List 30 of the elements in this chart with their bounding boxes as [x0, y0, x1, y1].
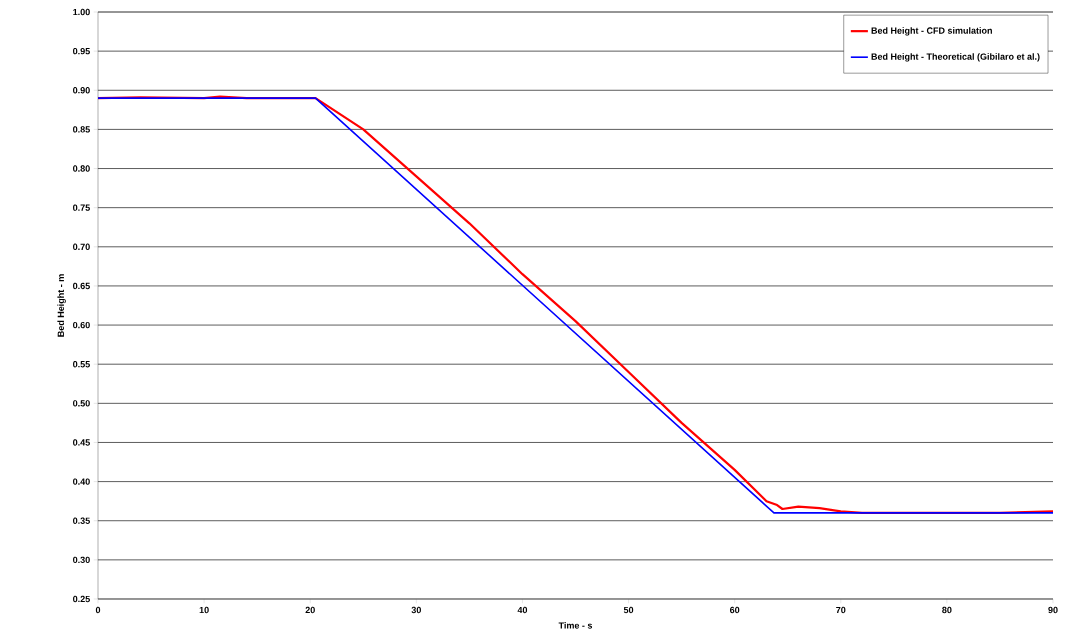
x-tick-label: 90 — [1048, 606, 1058, 614]
legend-label: Bed Height - Theoretical (Gibilaro et al.) — [871, 53, 1040, 62]
x-tick-label: 40 — [517, 606, 528, 614]
x-tick-label: 50 — [623, 606, 634, 614]
y-tick-label: 0.50 — [73, 400, 90, 407]
y-tick-label: 0.75 — [73, 204, 90, 211]
x-tick-label: 10 — [199, 606, 209, 614]
y-tick-label: 0.85 — [73, 126, 90, 133]
y-tick-label: 0.55 — [73, 361, 90, 368]
y-tick-label: 0.25 — [73, 595, 90, 603]
y-tick-label: 0.40 — [73, 478, 90, 485]
y-tick-label: 0.90 — [73, 87, 90, 94]
y-tick-label: 0.80 — [73, 165, 90, 172]
y-tick-label: 0.60 — [73, 321, 90, 329]
legend-label: Bed Height - CFD simulation — [871, 27, 992, 36]
x-tick-label: 80 — [942, 606, 952, 614]
x-tick-label: 70 — [836, 606, 846, 614]
x-tick-label: 60 — [729, 606, 740, 614]
y-tick-label: 0.45 — [73, 439, 90, 446]
x-axis-title: Time - s — [558, 622, 593, 629]
x-tick-label: 0 — [95, 606, 101, 614]
x-tick-label: 20 — [305, 606, 315, 614]
y-tick-label: 0.65 — [73, 282, 90, 290]
y-tick-label: 0.35 — [73, 517, 90, 524]
y-tick-label: 0.30 — [73, 556, 90, 564]
x-tick-label: 30 — [411, 606, 421, 614]
y-tick-label: 1.00 — [73, 8, 90, 16]
y-tick-label: 0.95 — [73, 47, 90, 55]
y-tick-label: 0.70 — [73, 243, 90, 250]
y-axis-title: Bed Height - m — [57, 274, 66, 337]
